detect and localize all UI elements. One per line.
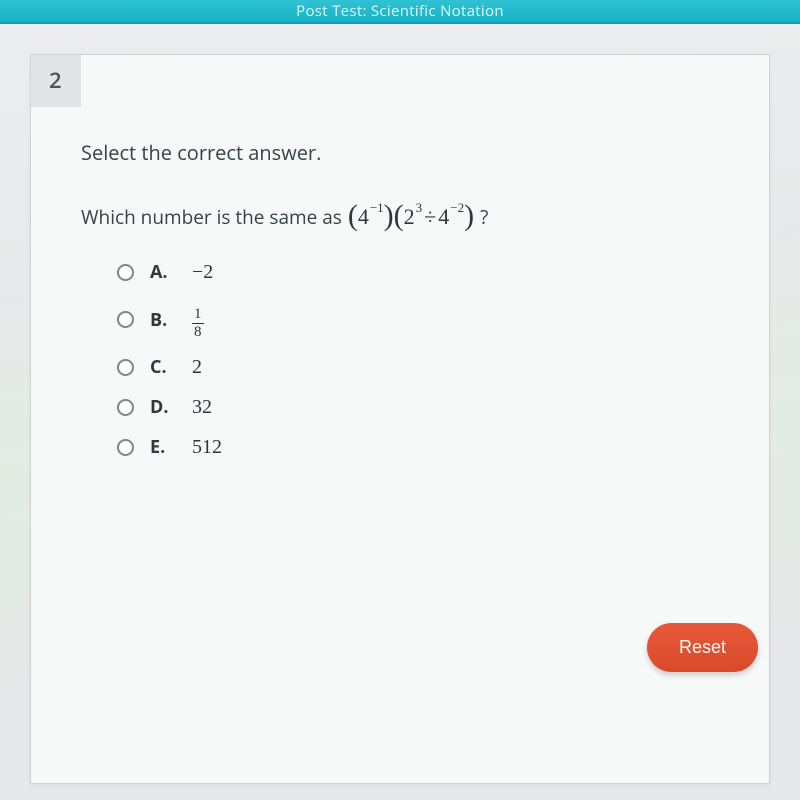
choice-e-value: 512 <box>192 436 222 459</box>
radio-e[interactable] <box>117 439 134 456</box>
choice-e-label: E. <box>150 435 176 459</box>
choice-a-label: A. <box>150 260 176 284</box>
choice-a[interactable]: A. −2 <box>117 260 731 284</box>
radio-a[interactable] <box>117 264 134 281</box>
g2-right-base: 4 <box>438 204 449 230</box>
choice-b[interactable]: B. 1 8 <box>117 300 731 339</box>
choice-b-numerator: 1 <box>192 307 204 324</box>
math-expression: ( 4 −1 ) ( 2 3 ÷ 4 −2 ) <box>348 204 474 230</box>
choice-c-label: C. <box>150 355 176 379</box>
question-number: 2 <box>31 55 81 107</box>
stem-prefix: Which number is the same as <box>81 204 342 230</box>
question-stem: Which number is the same as ( 4 −1 ) ( 2… <box>81 204 731 230</box>
choice-b-value: 1 8 <box>192 300 204 339</box>
g1-base: 4 <box>358 204 369 230</box>
app-header: Post Test: Scientific Notation <box>0 0 800 24</box>
radio-c[interactable] <box>117 359 134 376</box>
choice-e[interactable]: E. 512 <box>117 435 731 459</box>
g2-right-exp: −2 <box>450 200 464 216</box>
choice-c-value: 2 <box>192 356 202 379</box>
choice-b-fraction: 1 8 <box>192 307 204 340</box>
choice-b-label: B. <box>150 308 176 332</box>
reset-button[interactable]: Reset <box>647 623 758 672</box>
choice-d-label: D. <box>150 395 176 419</box>
choice-a-value: −2 <box>192 261 213 284</box>
choice-b-denominator: 8 <box>194 324 202 340</box>
question-instruction: Select the correct answer. <box>81 139 731 166</box>
choice-d-value: 32 <box>192 396 212 419</box>
question-card: 2 Select the correct answer. Which numbe… <box>30 54 770 784</box>
g2-left-base: 2 <box>404 204 415 230</box>
g1-exp: −1 <box>370 200 384 216</box>
page-body: 2 Select the correct answer. Which numbe… <box>0 24 800 800</box>
stem-suffix: ? <box>480 204 488 230</box>
g2-op: ÷ <box>424 204 436 230</box>
header-title: Post Test: Scientific Notation <box>296 1 504 21</box>
radio-d[interactable] <box>117 399 134 416</box>
question-body: Select the correct answer. Which number … <box>31 107 769 459</box>
g2-left-exp: 3 <box>416 200 423 216</box>
question-header: 2 <box>31 55 769 107</box>
choice-d[interactable]: D. 32 <box>117 395 731 419</box>
answer-choices: A. −2 B. 1 8 C. 2 <box>117 260 731 459</box>
radio-b[interactable] <box>117 311 134 328</box>
choice-c[interactable]: C. 2 <box>117 355 731 379</box>
